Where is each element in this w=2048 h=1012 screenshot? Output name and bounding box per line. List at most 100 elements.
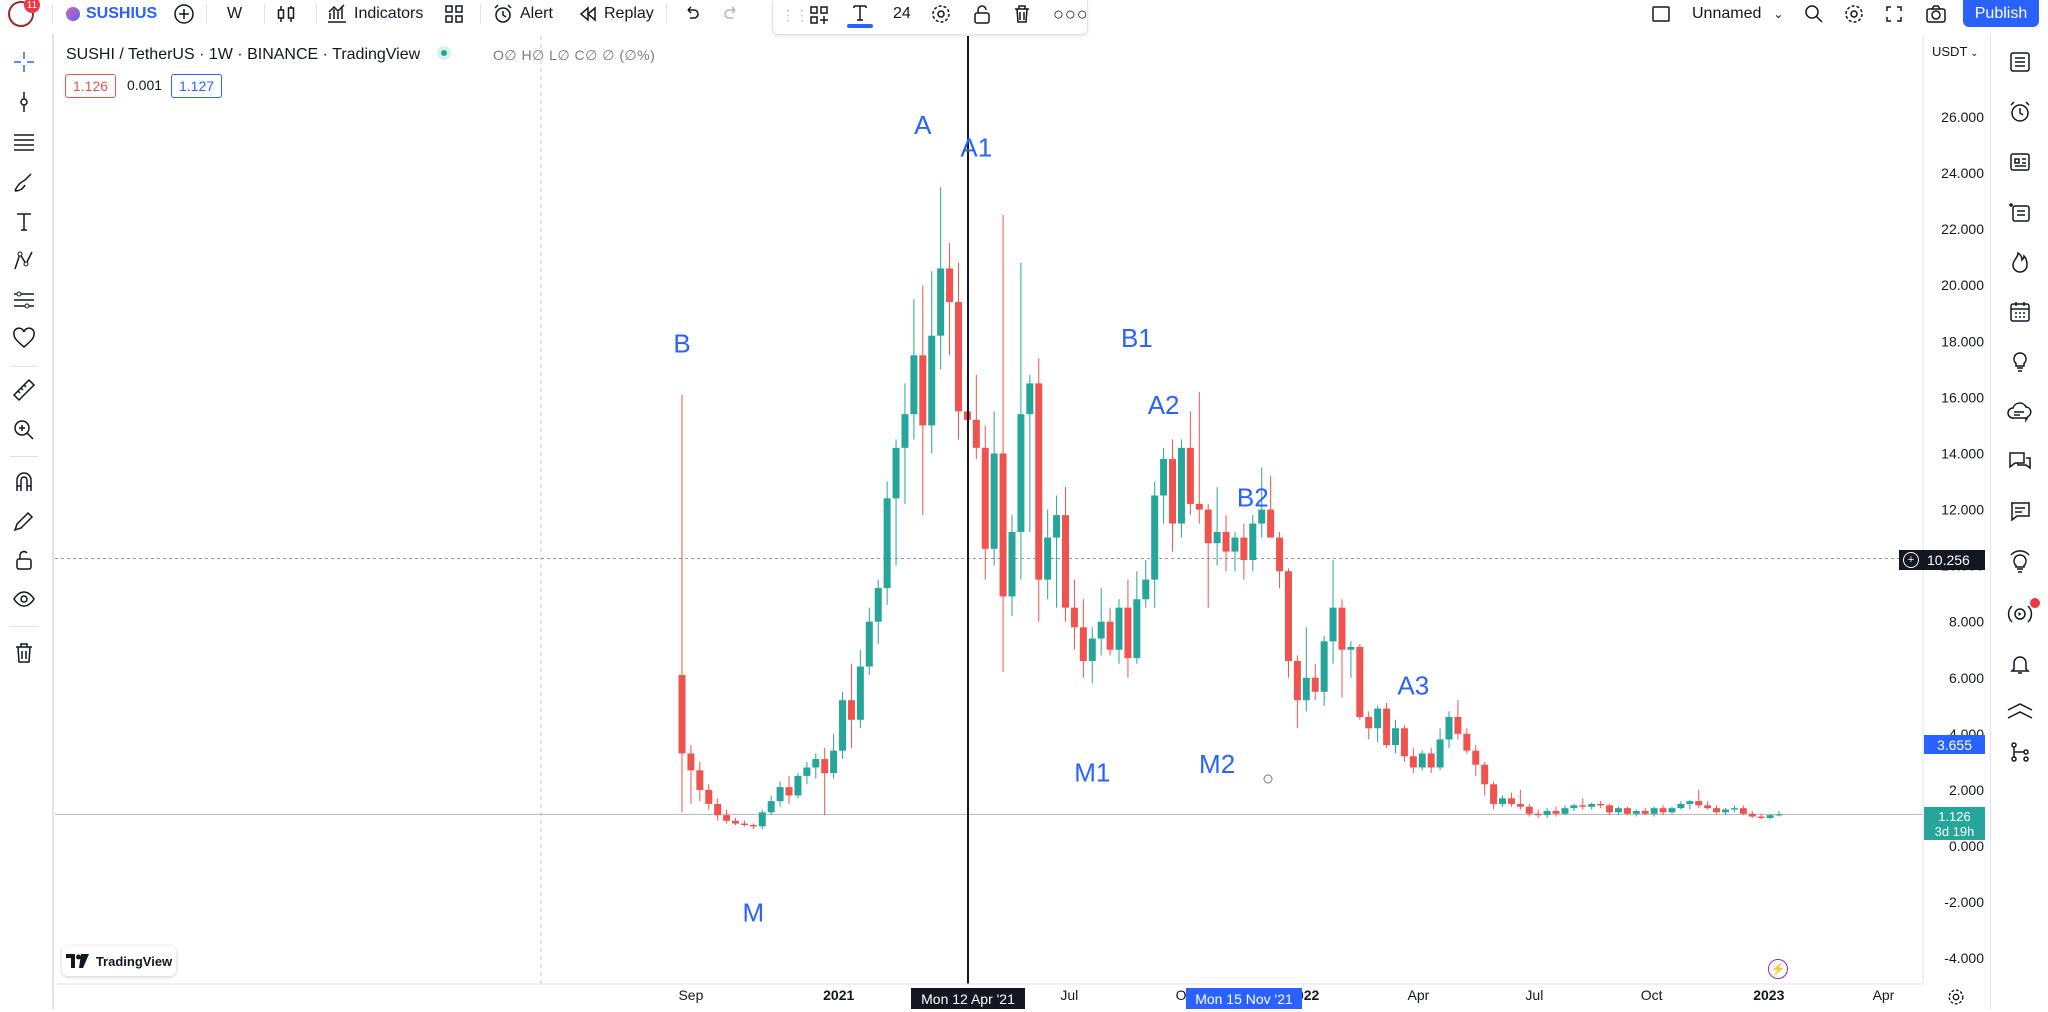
text-tool[interactable] xyxy=(10,208,38,236)
candle-body xyxy=(1427,753,1435,768)
grid-icon xyxy=(445,5,463,23)
trend-line-tool[interactable] xyxy=(10,88,38,116)
chart-legend-title[interactable]: SUSHI / TetherUS · 1W · BINANCE · Tradin… xyxy=(66,46,451,64)
trash-icon xyxy=(16,643,32,663)
chart-type-button[interactable] xyxy=(275,0,297,28)
templates-button[interactable] xyxy=(443,0,465,28)
sell-price-button[interactable]: 1.126 xyxy=(65,74,117,98)
axis-settings-button[interactable] xyxy=(1946,987,1966,1007)
brush-tool[interactable] xyxy=(10,168,38,196)
fib-tool[interactable] xyxy=(10,128,38,156)
candle-body xyxy=(1463,733,1471,751)
candle xyxy=(1365,711,1373,740)
alert-button[interactable]: Alert xyxy=(492,0,553,28)
drawing-mode-tool[interactable] xyxy=(10,507,38,535)
trash-icon[interactable] xyxy=(1011,3,1033,25)
candle-body xyxy=(1597,803,1605,806)
ideas-button[interactable] xyxy=(2006,348,2034,376)
chart-canvas[interactable]: 26.000 24.000 22.000 20.000 18.000 16.000 14.0… xyxy=(55,36,1990,1009)
candle-body xyxy=(839,700,847,751)
interval-button[interactable]: W xyxy=(227,0,242,28)
chats-button[interactable] xyxy=(2006,448,2034,476)
candle-body xyxy=(1070,607,1078,628)
undo-button[interactable] xyxy=(681,0,701,28)
redo-icon xyxy=(724,6,736,19)
search-button[interactable] xyxy=(1803,0,1825,28)
calendar-button[interactable] xyxy=(2006,298,2034,326)
candle-body xyxy=(1240,537,1248,561)
trading-panel-button[interactable] xyxy=(2006,698,2034,726)
candle xyxy=(705,784,713,810)
candles-icon xyxy=(277,6,295,22)
text-t-icon xyxy=(17,213,31,231)
indicators-button[interactable]: Indicators xyxy=(326,0,423,28)
lightning-icon[interactable]: ⚡ xyxy=(1768,959,1788,979)
candle xyxy=(1338,599,1346,698)
hide-drawings-tool[interactable] xyxy=(10,585,38,613)
compare-button[interactable] xyxy=(172,0,196,28)
comments-button[interactable] xyxy=(2006,498,2034,526)
candle xyxy=(839,691,847,760)
user-avatar-button[interactable]: 11 xyxy=(8,0,40,28)
lock-drawings-tool[interactable] xyxy=(10,546,38,574)
candle xyxy=(1213,487,1221,566)
sushi-logo-icon xyxy=(66,7,80,21)
candle-body xyxy=(1534,813,1542,816)
currency-selector[interactable]: USDT ⌄ xyxy=(1932,44,1979,59)
candle xyxy=(1588,802,1596,810)
candle xyxy=(785,775,793,804)
broadcast-button[interactable] xyxy=(2006,598,2040,628)
snapshot-button[interactable] xyxy=(1925,0,1947,28)
interval-label: W xyxy=(227,5,243,22)
favorites-tool[interactable] xyxy=(10,325,38,353)
candle xyxy=(1561,805,1569,816)
candle-body xyxy=(1347,646,1355,650)
data-window-button[interactable] xyxy=(2006,148,2034,176)
chart-area[interactable]: 26.000 24.000 22.000 20.000 18.000 16.000 14.0… xyxy=(55,36,1990,1009)
magnet-tool[interactable] xyxy=(10,468,38,496)
settings-button[interactable] xyxy=(1843,0,1865,28)
drag-handle-icon[interactable]: ⋮⋮ xyxy=(781,7,809,23)
gear-icon xyxy=(1845,5,1863,23)
plus-circle-icon[interactable]: + xyxy=(1903,552,1919,568)
symbol-search-button[interactable]: SUSHIUS xyxy=(66,0,176,28)
layout-button[interactable]: Unnamed ⌄ xyxy=(1650,0,1783,28)
font-size-button[interactable]: 24 xyxy=(893,0,911,28)
prediction-tool[interactable] xyxy=(10,286,38,314)
zoom-in-icon xyxy=(14,420,34,440)
more-icon[interactable]: ○○○ xyxy=(1053,4,1089,24)
candle xyxy=(1490,781,1498,810)
alerts-button[interactable] xyxy=(2006,98,2034,126)
ruler-tool[interactable] xyxy=(10,376,38,404)
candle xyxy=(1284,568,1292,678)
redo-button[interactable] xyxy=(722,0,742,28)
replay-button[interactable]: Replay xyxy=(578,0,654,28)
lock-icon[interactable] xyxy=(971,3,993,25)
object-tree-button[interactable] xyxy=(2006,738,2034,766)
gear-icon[interactable] xyxy=(930,3,952,25)
ruler-icon xyxy=(12,378,36,402)
candle-body xyxy=(785,787,793,796)
template-icon[interactable] xyxy=(808,4,830,26)
remove-drawings-tool[interactable] xyxy=(10,639,38,667)
candle-body xyxy=(946,268,954,303)
publish-button[interactable]: Publish xyxy=(1963,0,2039,27)
candle-body xyxy=(1258,509,1266,524)
text-color-button[interactable] xyxy=(847,2,873,30)
hotlist-fire-button[interactable] xyxy=(2006,248,2034,276)
candle xyxy=(1614,806,1622,816)
buy-price-button[interactable]: 1.127 xyxy=(171,74,223,98)
tradingview-logo-button[interactable]: TradingView xyxy=(62,946,176,976)
fullscreen-button[interactable] xyxy=(1884,0,1904,28)
pattern-tool[interactable] xyxy=(10,247,38,275)
zoom-tool[interactable] xyxy=(10,416,38,444)
hotlists-button[interactable] xyxy=(2006,198,2034,226)
candle xyxy=(803,761,811,785)
crosshair-tool[interactable] xyxy=(10,48,38,76)
price-axis[interactable]: 26.000 24.000 22.000 20.000 18.000 16.000 14.0… xyxy=(1922,36,1990,1009)
notifications-button[interactable] xyxy=(2006,650,2034,678)
watchlist-button[interactable] xyxy=(2006,48,2034,76)
help-button[interactable] xyxy=(2006,548,2034,576)
candle-body xyxy=(812,759,820,768)
streams-button[interactable] xyxy=(2006,398,2034,426)
